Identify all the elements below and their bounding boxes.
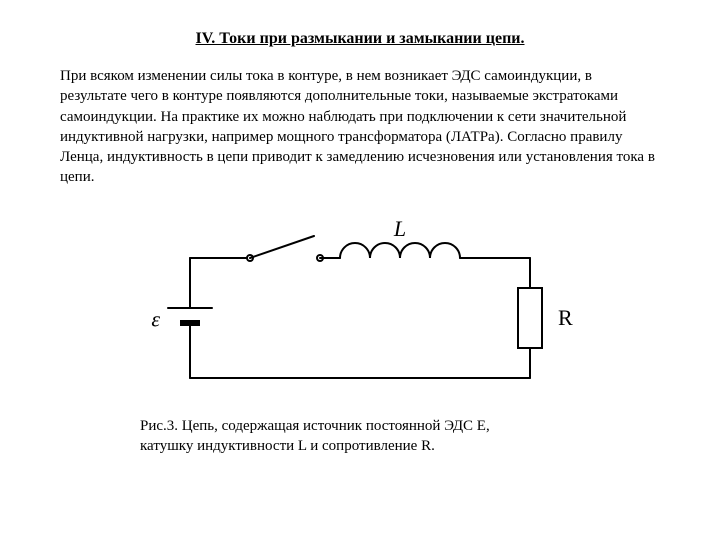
- section-title: IV. Токи при размыкании и замыкании цепи…: [60, 30, 660, 48]
- circuit-diagram: L Rε: [130, 198, 590, 408]
- body-paragraph: При всяком изменении силы тока в контуре…: [60, 66, 660, 188]
- svg-text:L: L: [393, 216, 406, 241]
- caption-line-1: Рис.3. Цепь, содержащая источник постоян…: [140, 416, 660, 436]
- figure-caption: Рис.3. Цепь, содержащая источник постоян…: [140, 416, 660, 457]
- svg-text:ε: ε: [151, 306, 160, 331]
- svg-text:R: R: [558, 305, 573, 330]
- caption-line-2: катушку индуктивности L и сопротивление …: [140, 436, 660, 456]
